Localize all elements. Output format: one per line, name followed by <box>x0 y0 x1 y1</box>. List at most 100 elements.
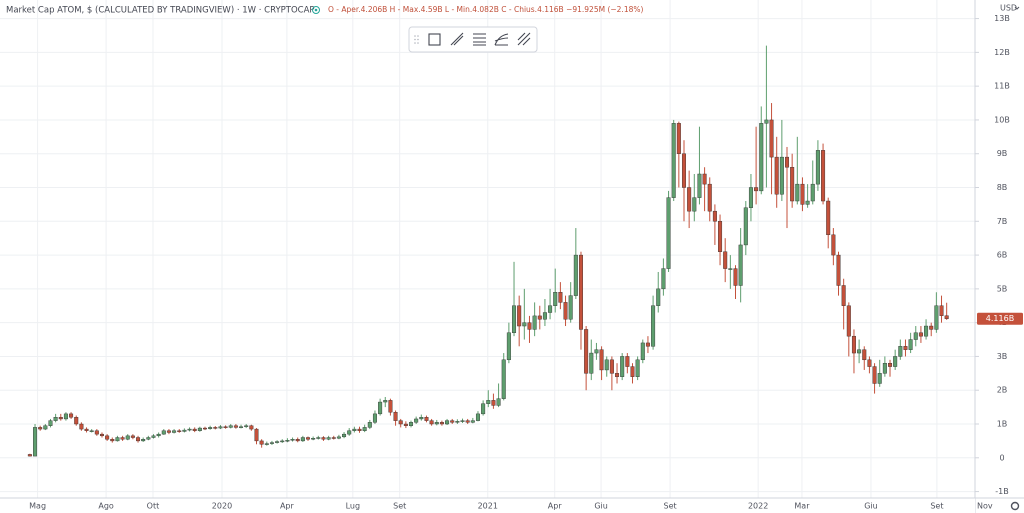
x-tick-label: Set <box>393 502 406 511</box>
candle-body <box>908 339 913 350</box>
candle-body <box>707 183 712 212</box>
candle-body <box>208 427 213 429</box>
tool-trend[interactable] <box>450 32 464 46</box>
y-tick-label: 0 <box>999 453 1004 462</box>
candle-body <box>651 305 656 347</box>
x-tick-label: Giu <box>864 502 878 511</box>
x-tick-label: Apr <box>548 502 563 511</box>
candle-body <box>74 417 79 425</box>
unit-label: USD <box>1000 4 1017 13</box>
candle-body <box>63 413 68 420</box>
candle-body <box>465 420 470 423</box>
candle-body <box>661 268 666 290</box>
y-tick-label: 13B <box>994 14 1010 23</box>
candle-body <box>300 437 305 442</box>
candle-body <box>342 433 347 438</box>
candle-body <box>532 315 537 330</box>
candle-body <box>645 342 650 347</box>
candle-body <box>53 417 58 421</box>
candle-body <box>862 349 867 361</box>
candle-body <box>800 183 805 205</box>
candle-body <box>563 302 568 320</box>
candle-body <box>836 254 841 286</box>
candle-body <box>290 439 295 441</box>
candle-body <box>254 428 259 442</box>
y-tick-label: 11B <box>994 82 1010 91</box>
status-icon <box>312 6 320 14</box>
time-axis <box>0 498 975 513</box>
candle-body <box>352 428 357 431</box>
y-tick-label: 3B <box>997 352 1008 361</box>
axes: -1B01B2B3B4B5B6B7B8B9B10B11B12B13BMagAgo… <box>29 14 1023 511</box>
candle-body <box>929 325 934 330</box>
candle-body <box>635 359 640 377</box>
drawing-toolbar[interactable] <box>408 26 538 53</box>
candle-body <box>136 437 141 442</box>
x-tick-label: Nov <box>977 502 993 511</box>
candle-body <box>172 430 177 433</box>
candle-body <box>166 430 171 433</box>
candle-body <box>372 413 377 423</box>
candle-body <box>213 427 218 429</box>
unit-dropdown[interactable] <box>1014 6 1020 10</box>
candle-body <box>769 119 774 158</box>
candle-body <box>867 359 872 367</box>
candle-body <box>918 332 923 337</box>
chart-title: Market Cap ATOM, $ (CALCULATED BY TRADIN… <box>6 6 315 16</box>
candle-body <box>244 425 249 427</box>
candle-body <box>913 332 918 340</box>
tool-channel[interactable] <box>494 33 509 46</box>
candle-body <box>846 305 851 337</box>
candle-body <box>934 305 939 330</box>
tool-fib[interactable] <box>473 33 486 46</box>
candle-body <box>378 401 383 415</box>
candles <box>27 45 949 457</box>
candle-body <box>522 322 527 327</box>
candle-body <box>584 329 589 374</box>
candle-body <box>888 362 893 367</box>
candle-body <box>156 433 161 437</box>
toolbar-frame <box>408 26 538 53</box>
x-tick-label: 2021 <box>478 502 498 511</box>
y-tick-label: 2B <box>997 386 1008 395</box>
candle-body <box>445 420 450 425</box>
candle-body <box>398 420 403 425</box>
tool-rectangle[interactable] <box>428 33 441 46</box>
candle-body <box>275 441 280 443</box>
y-tick-label: 8B <box>997 183 1008 192</box>
candle-body <box>161 430 166 435</box>
candle-body <box>671 123 676 198</box>
candle-body <box>681 153 686 188</box>
candle-body <box>728 268 733 270</box>
candle-body <box>743 207 748 246</box>
candle-body <box>331 437 336 439</box>
candle-body <box>578 254 583 330</box>
candle-body <box>403 423 408 426</box>
candle-body <box>517 305 522 327</box>
candle-body <box>795 183 800 202</box>
tool-pitchfork[interactable] <box>517 32 531 46</box>
candle-body <box>692 197 697 212</box>
x-tick-label: Ott <box>147 502 160 511</box>
x-tick-label: Lug <box>346 502 360 511</box>
candle-body <box>537 315 542 320</box>
x-tick-label: 2020 <box>212 502 232 511</box>
candle-body <box>48 420 53 426</box>
candle-body <box>486 400 491 404</box>
candle-body <box>187 428 192 431</box>
candle-body <box>733 268 738 286</box>
candle-body <box>146 437 151 440</box>
candle-body <box>718 221 723 252</box>
candle-body <box>347 430 352 435</box>
candle-body <box>754 187 759 192</box>
settings-icon[interactable] <box>1010 501 1020 511</box>
candle-body <box>326 437 331 440</box>
candle-body <box>285 440 290 442</box>
candle-body <box>434 422 439 425</box>
candle-body <box>105 435 110 440</box>
candle-body <box>470 420 475 423</box>
candle-body <box>712 210 717 222</box>
y-tick-label: 9B <box>997 149 1008 158</box>
candle-body <box>182 429 187 432</box>
